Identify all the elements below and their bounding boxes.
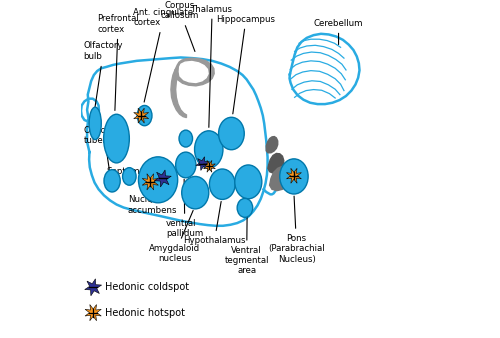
Text: Olfactory
tubercule: Olfactory tubercule: [84, 126, 124, 170]
Polygon shape: [286, 168, 302, 183]
Polygon shape: [180, 62, 208, 82]
Text: Corpus
callosum: Corpus callosum: [160, 1, 199, 51]
Ellipse shape: [104, 170, 120, 192]
Polygon shape: [175, 58, 214, 86]
Ellipse shape: [194, 131, 223, 168]
Ellipse shape: [176, 152, 196, 178]
Text: Ventral
tegmental
area: Ventral tegmental area: [224, 201, 269, 275]
Text: Nucleus
accumbens: Nucleus accumbens: [128, 195, 177, 215]
Ellipse shape: [280, 159, 308, 194]
Text: Hypothalamus: Hypothalamus: [184, 201, 246, 245]
Polygon shape: [266, 137, 278, 153]
Ellipse shape: [137, 105, 152, 126]
Polygon shape: [134, 108, 148, 123]
Polygon shape: [142, 174, 158, 190]
Text: Amygdaloid
nucleus: Amygdaloid nucleus: [150, 211, 200, 263]
Text: Cerebellum: Cerebellum: [314, 19, 364, 45]
Polygon shape: [270, 166, 292, 191]
Ellipse shape: [89, 107, 102, 140]
Polygon shape: [171, 70, 186, 118]
Ellipse shape: [179, 130, 192, 147]
Text: Septum: Septum: [106, 167, 140, 176]
Ellipse shape: [182, 176, 209, 209]
Polygon shape: [268, 153, 284, 173]
Polygon shape: [290, 34, 360, 104]
Polygon shape: [84, 279, 102, 296]
Polygon shape: [87, 57, 268, 226]
Text: Hedonic hotspot: Hedonic hotspot: [106, 308, 186, 318]
Polygon shape: [81, 99, 99, 122]
Ellipse shape: [218, 117, 244, 150]
Text: Ant. cingulate
cortex: Ant. cingulate cortex: [134, 8, 194, 102]
Ellipse shape: [237, 198, 252, 217]
Polygon shape: [85, 305, 102, 321]
Ellipse shape: [210, 169, 235, 199]
Ellipse shape: [104, 114, 130, 163]
Ellipse shape: [138, 157, 177, 203]
Text: Hippocampus: Hippocampus: [216, 15, 276, 114]
Polygon shape: [154, 170, 172, 187]
Text: Pons
(Parabrachial
Nucleus): Pons (Parabrachial Nucleus): [268, 196, 325, 264]
Polygon shape: [196, 157, 209, 170]
Text: Olfactory
bulb: Olfactory bulb: [84, 42, 123, 112]
Text: ventral
pallidum: ventral pallidum: [166, 179, 203, 238]
Ellipse shape: [235, 165, 262, 199]
Polygon shape: [204, 160, 216, 172]
Text: Prefrontal
cortex: Prefrontal cortex: [97, 15, 139, 111]
Text: Hedonic coldspot: Hedonic coldspot: [106, 282, 190, 292]
Ellipse shape: [122, 168, 136, 185]
Text: Thalamus: Thalamus: [191, 4, 233, 127]
